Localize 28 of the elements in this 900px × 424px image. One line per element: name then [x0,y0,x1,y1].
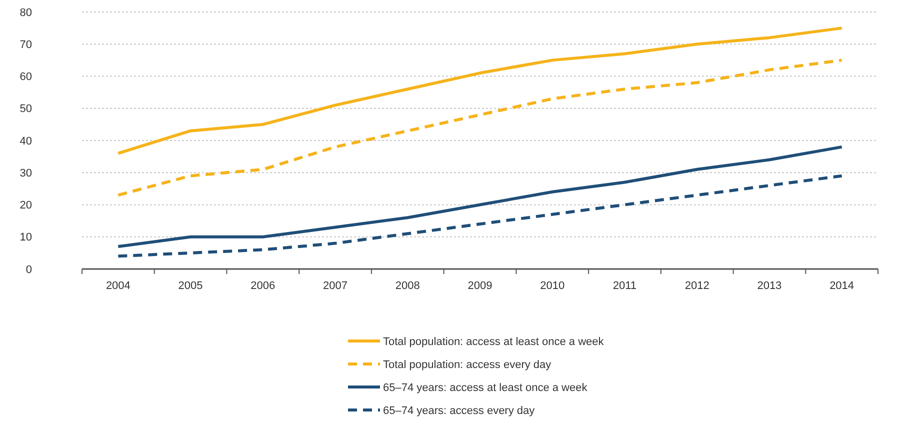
x-tick-label: 2013 [757,280,782,292]
x-tick-label: 2007 [323,280,348,292]
line-series [116,174,844,258]
y-tick-label: 10 [20,232,32,244]
x-tick-label: 2006 [250,280,276,292]
x-tick-label: 2009 [468,280,492,292]
legend-label: 65–74 years: access every day [383,404,536,417]
y-tick-label: 0 [26,264,32,276]
legend-label: 65–74 years: access at least once a week [383,382,588,394]
y-tick-label: 70 [20,38,32,51]
y-tick-label: 30 [20,167,32,180]
y-tick-label: 40 [20,135,32,148]
line-series [116,145,844,248]
y-tick-label: 50 [20,103,32,116]
x-tick-label: 2014 [830,280,854,292]
legend-label: Total population: access at least once a week [383,336,604,348]
x-tick-label: 2011 [612,280,637,292]
x-tick-label: 2008 [395,280,420,292]
line-series [116,58,844,197]
line-series [116,26,844,155]
x-tick-label: 2010 [540,280,565,292]
x-tick-label: 2012 [684,280,710,292]
x-tick-label: 2004 [106,280,130,292]
y-tick-label: 20 [20,200,32,212]
x-tick-label: 2005 [178,280,203,292]
y-tick-label: 60 [20,71,32,84]
y-tick-label: 80 [20,6,32,19]
legend-label: Total population: access every day [383,358,552,371]
